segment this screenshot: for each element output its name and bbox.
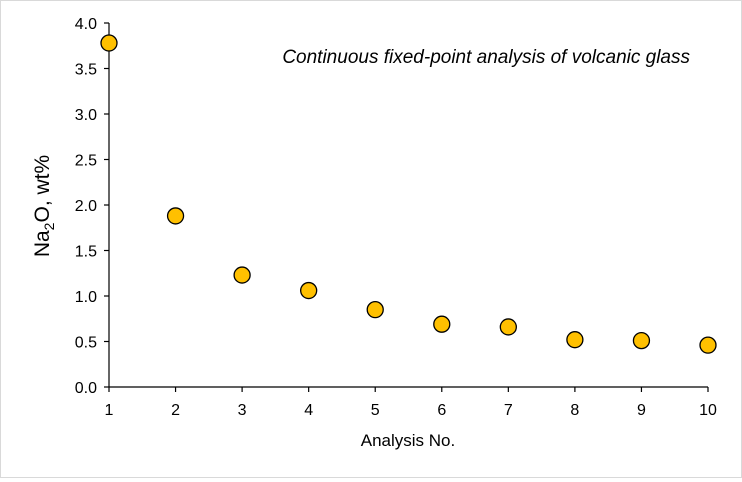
x-tick-label: 3: [238, 402, 247, 419]
y-tick-label: 1.5: [75, 244, 97, 261]
chart-annotation: Continuous fixed-point analysis of volca…: [282, 47, 690, 68]
y-axis-title-main: Na: [31, 230, 54, 257]
axes: [104, 22, 709, 392]
y-tick-label: 2.5: [75, 153, 97, 170]
data-points: [100, 34, 717, 354]
y-tick-labels: 0.0 0.5 1.0 1.5 2.0 2.5 3.0 3.5 4.0: [75, 16, 97, 397]
data-point: [699, 336, 717, 354]
x-axis-title: Analysis No.: [361, 431, 455, 450]
y-tick-label: 3.0: [75, 107, 97, 124]
x-tick-label: 7: [504, 402, 513, 419]
x-tick-label: 6: [437, 402, 446, 419]
x-tick-label: 4: [304, 402, 313, 419]
y-tick-label: 2.0: [75, 198, 97, 215]
y-tick-label: 3.5: [75, 62, 97, 79]
x-tick-label: 1: [105, 402, 114, 419]
data-point: [300, 281, 318, 300]
data-point: [499, 318, 517, 336]
y-tick-label: 1.0: [75, 289, 97, 306]
x-tick-labels: 1 2 3 4 5 6 7 8 9 10: [105, 402, 717, 419]
data-point: [433, 315, 451, 333]
x-tick-label: 8: [570, 402, 579, 419]
x-tick-label: 10: [699, 402, 717, 419]
y-tick-label: 4.0: [75, 16, 97, 33]
x-tick-label: 2: [171, 402, 180, 419]
y-axis-title-rest: O, wt%: [31, 155, 54, 223]
data-point: [166, 207, 185, 225]
y-tick-label: 0.0: [75, 380, 97, 397]
y-axis-title: Na2O, wt%: [31, 155, 57, 257]
data-point: [100, 34, 118, 52]
y-tick-label: 0.5: [75, 335, 97, 352]
y-axis-title-subscript: 2: [41, 222, 57, 230]
data-point: [566, 331, 584, 349]
x-tick-label: 9: [637, 402, 646, 419]
data-point: [366, 300, 384, 319]
x-tick-label: 5: [371, 402, 380, 419]
data-point: [233, 266, 251, 284]
data-point: [632, 331, 651, 350]
